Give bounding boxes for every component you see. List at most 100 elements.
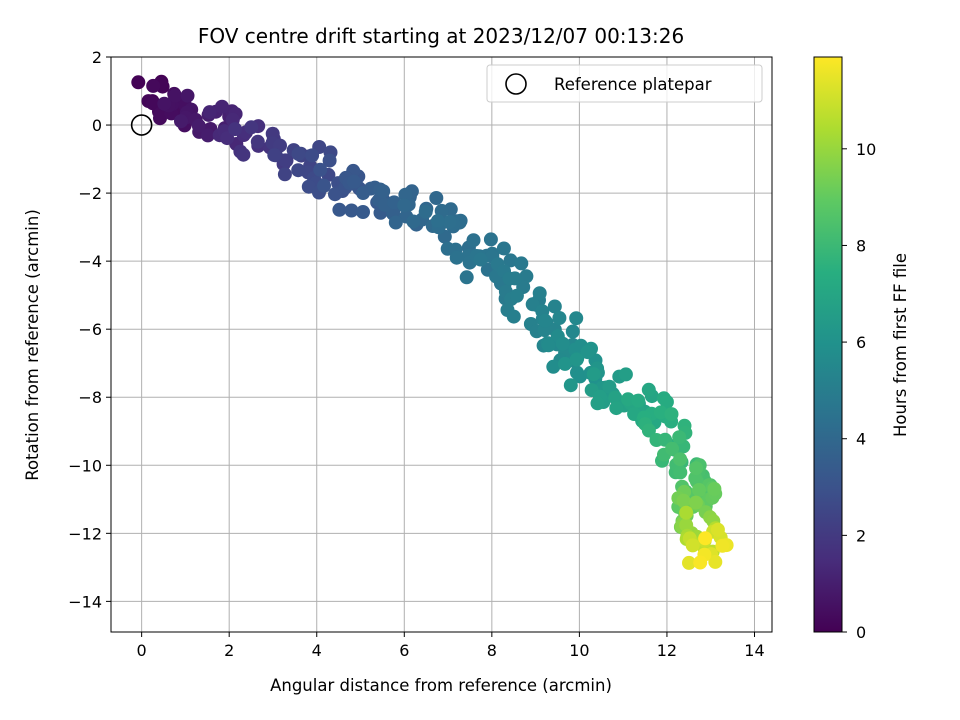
- data-point: [267, 148, 282, 163]
- chart-title: FOV centre drift starting at 2023/12/07 …: [198, 24, 684, 48]
- data-point: [685, 538, 700, 553]
- data-point: [653, 405, 668, 420]
- data-point: [502, 271, 517, 286]
- data-point: [573, 369, 587, 384]
- data-point: [174, 114, 188, 129]
- colorbar-tick-label: 0: [856, 623, 866, 642]
- data-point: [586, 367, 601, 382]
- data-point: [344, 203, 359, 218]
- data-point: [631, 393, 646, 408]
- data-point: [388, 215, 403, 230]
- data-point: [541, 338, 556, 353]
- data-point: [220, 131, 235, 146]
- data-point: [602, 379, 617, 394]
- data-point: [397, 198, 412, 213]
- reference-platepar-marker: [130, 114, 153, 136]
- data-point: [473, 252, 488, 267]
- data-point: [317, 178, 331, 193]
- data-point: [496, 241, 511, 256]
- data-point: [305, 148, 320, 163]
- data-point: [710, 522, 725, 537]
- data-point: [356, 186, 371, 200]
- y-tick-label: −2: [78, 184, 102, 203]
- data-point: [301, 179, 316, 194]
- data-point: [547, 299, 562, 314]
- y-axis-ticks: 2 0 −2 −4 −6 −8 −10 −12 −14: [68, 48, 111, 611]
- data-point: [590, 396, 605, 411]
- legend: Reference platepar: [486, 64, 763, 103]
- y-tick-label: −4: [78, 252, 102, 271]
- data-point: [546, 359, 561, 374]
- data-point: [449, 250, 464, 265]
- data-point: [356, 205, 370, 219]
- data-point: [168, 88, 182, 103]
- data-point: [673, 452, 688, 467]
- y-tick-label: 2: [92, 48, 102, 67]
- data-point: [215, 99, 229, 114]
- data-point: [641, 382, 656, 397]
- data-point: [291, 146, 306, 161]
- data-point: [609, 401, 624, 416]
- x-tick-label: 4: [312, 641, 322, 660]
- reference-marker: [130, 114, 153, 136]
- data-point: [406, 214, 421, 229]
- data-point: [459, 270, 474, 285]
- x-tick-label: 14: [744, 641, 764, 660]
- x-tick-label: 12: [657, 641, 677, 660]
- data-point: [689, 461, 704, 476]
- data-point: [157, 96, 172, 111]
- y-tick-label: −12: [68, 524, 102, 543]
- x-tick-label: 2: [224, 641, 234, 660]
- x-axis-label: Angular distance from reference (arcmin): [270, 676, 612, 695]
- legend-marker: [505, 73, 527, 95]
- colorbar-tick-label: 4: [856, 430, 866, 449]
- data-point: [659, 395, 674, 409]
- data-point: [563, 378, 578, 393]
- data-point: [665, 441, 680, 456]
- y-tick-label: 0: [92, 116, 102, 135]
- x-tick-label: 6: [399, 641, 409, 660]
- x-axis-ticks: 0 2 4 6 8 10 12 14: [137, 632, 765, 660]
- data-point: [200, 128, 215, 143]
- data-point: [641, 423, 656, 438]
- colorbar-ticks: 0 2 4 6 8 10: [842, 140, 876, 642]
- data-point: [558, 356, 572, 371]
- data-point: [244, 120, 259, 135]
- colorbar-frame: [813, 56, 843, 633]
- y-tick-label: −8: [78, 388, 102, 407]
- legend-box: [486, 64, 763, 103]
- data-point: [202, 105, 217, 120]
- data-point: [682, 555, 696, 570]
- data-point: [569, 311, 584, 326]
- data-point: [466, 233, 481, 248]
- data-point: [131, 75, 146, 90]
- y-tick-label: −6: [78, 320, 102, 339]
- data-point: [715, 538, 730, 553]
- data-point: [277, 167, 292, 182]
- data-point: [503, 253, 518, 268]
- data-point: [708, 554, 723, 569]
- data-point: [538, 313, 553, 328]
- x-tick-label: 8: [487, 641, 497, 660]
- data-point: [664, 407, 679, 422]
- data-point: [672, 430, 687, 445]
- colorbar-tick-label: 10: [856, 140, 876, 159]
- data-point: [191, 118, 206, 133]
- colorbar-tick-label: 8: [856, 236, 866, 255]
- data-point: [376, 184, 391, 199]
- y-axis-label: Rotation from reference (arcmin): [23, 209, 42, 481]
- data-point: [555, 336, 570, 351]
- colorbar-tick-label: 2: [856, 526, 866, 545]
- data-point: [676, 493, 691, 508]
- data-point: [618, 367, 633, 382]
- colorbar-label: Hours from first FF file: [891, 253, 910, 437]
- colorbar: 0 2 4 6 8 10 Hours from first FF file: [813, 56, 910, 642]
- data-point: [679, 505, 694, 520]
- data-point: [509, 288, 524, 303]
- data-point: [692, 483, 706, 497]
- data-point: [328, 187, 342, 202]
- data-point: [236, 147, 251, 162]
- data-point: [532, 286, 547, 301]
- data-point: [180, 88, 195, 103]
